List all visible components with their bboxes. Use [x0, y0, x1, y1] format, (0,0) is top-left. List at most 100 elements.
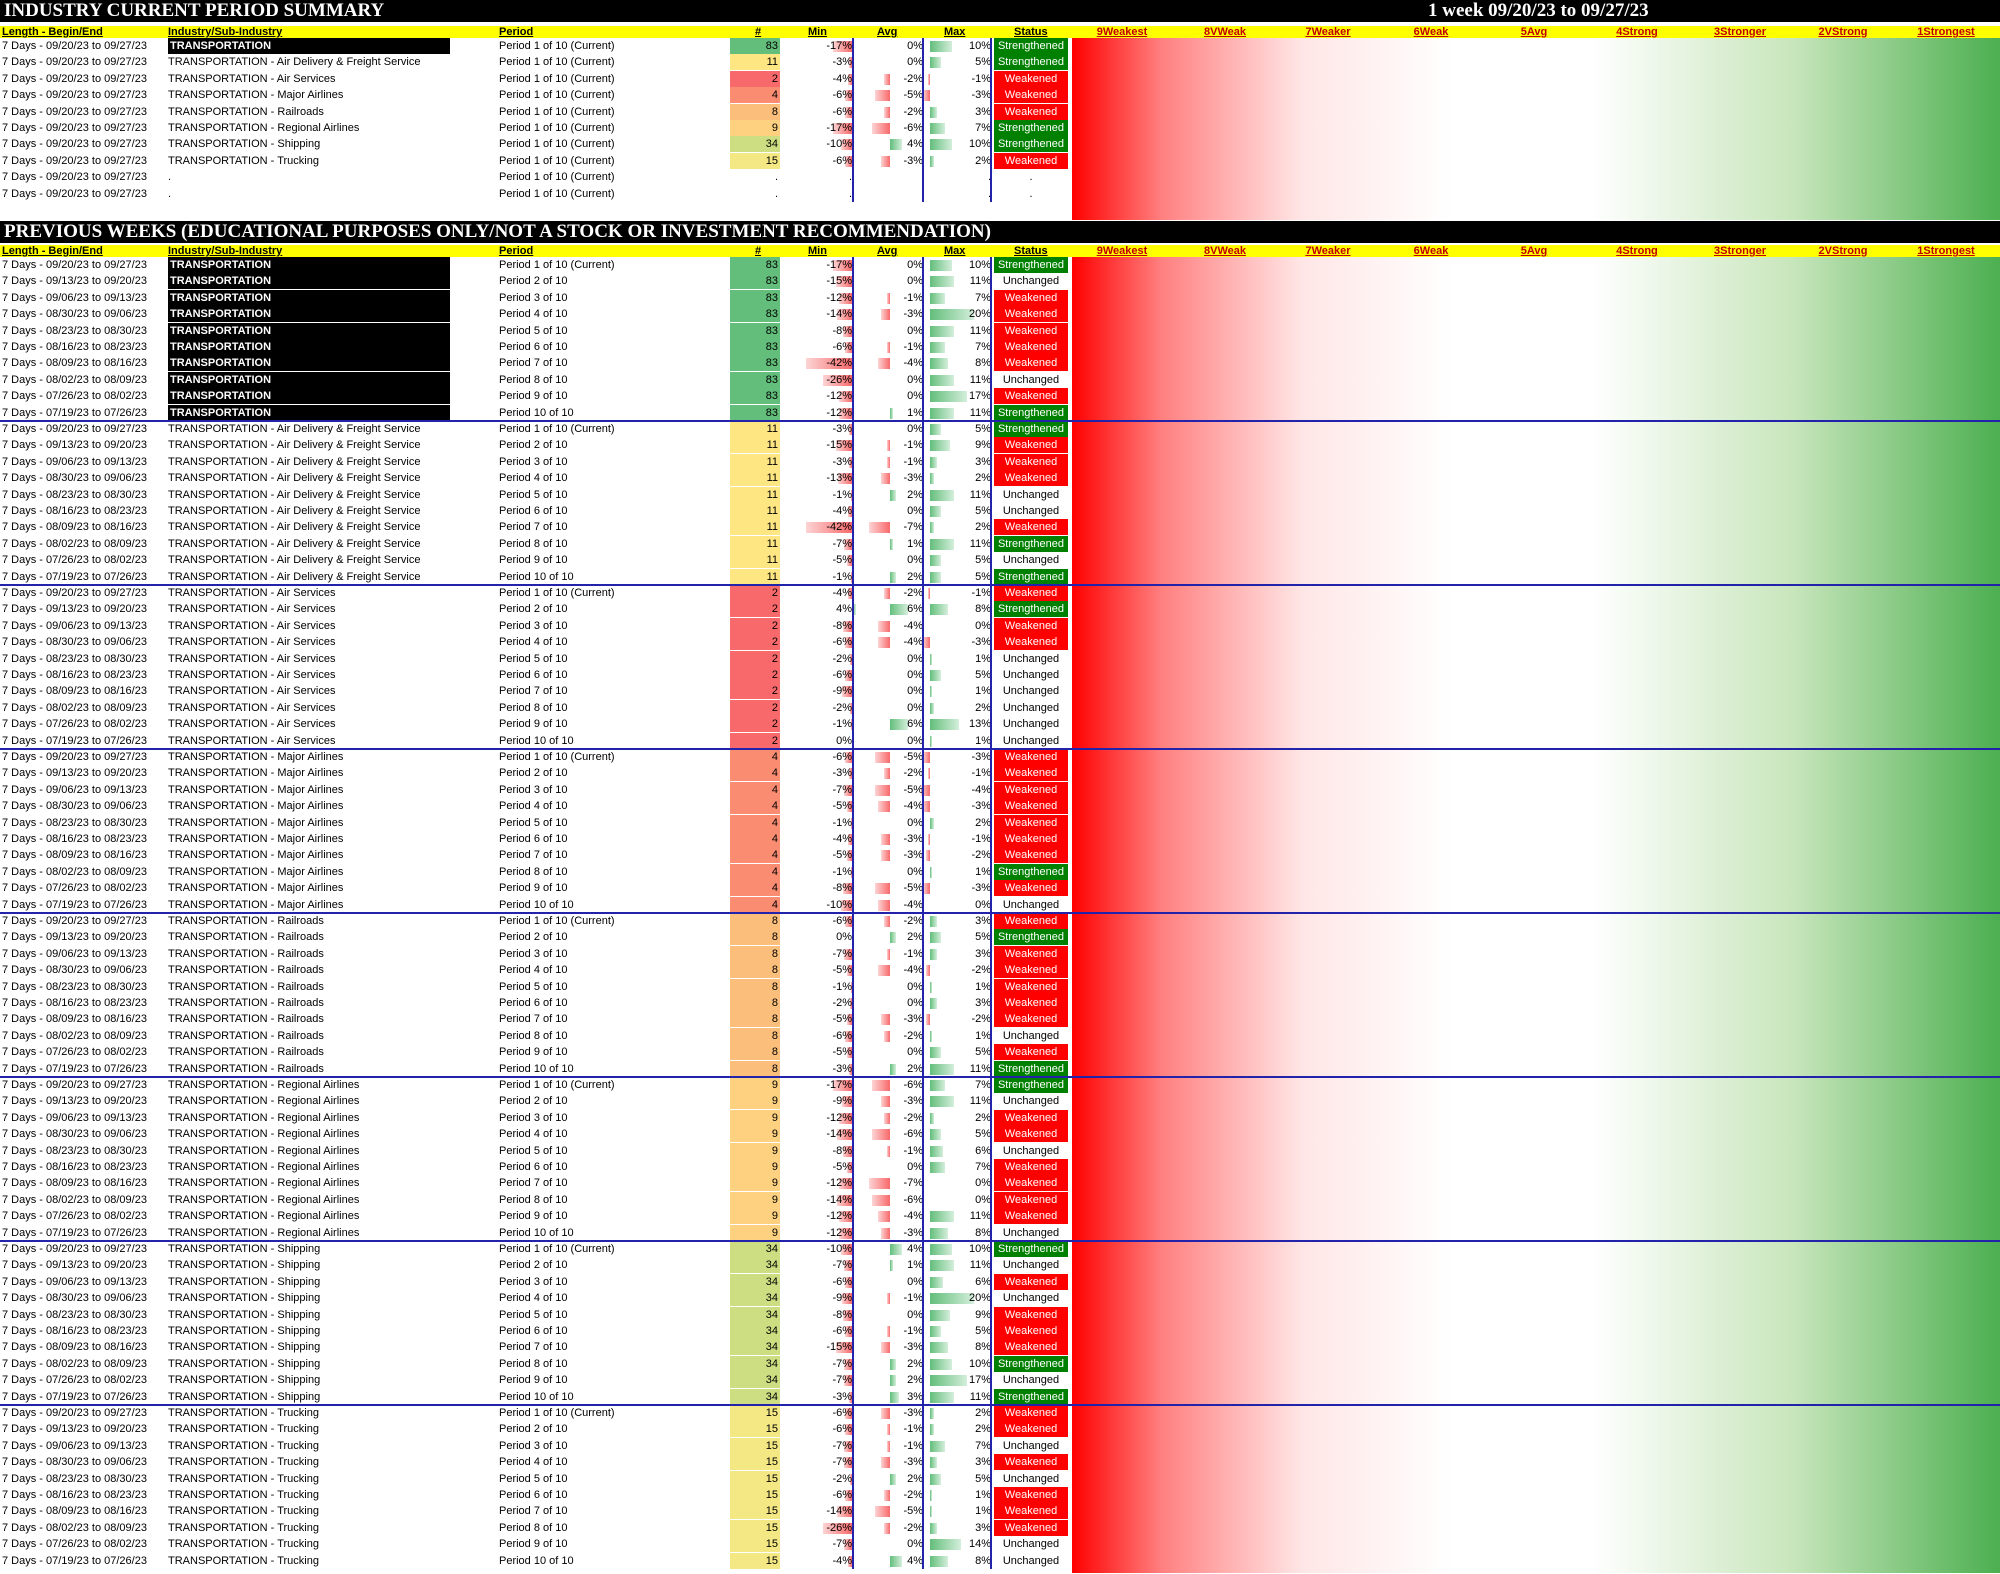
max-bar — [930, 1227, 948, 1239]
cell-count: 83 — [730, 257, 780, 273]
avg-bar — [887, 440, 890, 452]
cell-min: -1% — [832, 816, 852, 829]
max-bar — [930, 57, 941, 69]
min-bar — [849, 998, 852, 1009]
status-badge: Unchanged — [994, 486, 1068, 503]
cell-count: 15 — [730, 152, 780, 169]
cell-min: -7% — [832, 1357, 852, 1370]
avg-bar — [881, 309, 890, 321]
header-level-5: 5Avg — [1520, 245, 1548, 257]
cell-count: 83 — [730, 355, 780, 372]
cell-avg: 0% — [907, 734, 923, 747]
cell-industry: TRANSPORTATION — [168, 339, 450, 355]
cell-length: 7 Days - 07/26/23 to 08/02/23 — [2, 390, 147, 403]
cell-min: -6% — [832, 105, 852, 118]
cell-min: -4% — [832, 505, 852, 517]
status-badge: Strengthened — [994, 38, 1068, 54]
max-bar — [930, 1244, 952, 1255]
max-bar — [930, 342, 946, 353]
cell-max: 20% — [968, 1292, 991, 1305]
max-bar — [930, 358, 948, 370]
avg-bar — [875, 90, 890, 102]
avg-bar — [887, 1440, 890, 1452]
column-divider — [990, 38, 992, 202]
min-bar — [849, 653, 852, 665]
cell-max: 9% — [975, 1308, 991, 1321]
cell-max: 5% — [975, 423, 991, 435]
cell-min: -26% — [826, 373, 852, 386]
cell-length: 7 Days - 07/26/23 to 08/02/23 — [2, 718, 147, 731]
cell-length: 7 Days - 07/26/23 to 08/02/23 — [2, 1210, 147, 1223]
cell-max: 7% — [975, 1079, 991, 1091]
cell-count: 83 — [730, 306, 780, 323]
cell-avg: 2% — [907, 931, 923, 944]
status-badge: Unchanged — [994, 552, 1068, 569]
cell-length: 7 Days - 08/16/23 to 08/23/23 — [2, 341, 147, 353]
min-bar — [845, 637, 852, 649]
cell-min: -42% — [826, 521, 852, 534]
cell-count: 9 — [730, 1142, 780, 1159]
cell-min: 0% — [836, 734, 852, 747]
cell-min: -17% — [826, 40, 852, 52]
cell-length: 7 Days - 08/23/23 to 08/30/23 — [2, 980, 147, 993]
cell-period: Period 4 of 10 — [499, 964, 568, 977]
max-bar — [927, 73, 930, 85]
min-bar — [842, 1293, 852, 1305]
cell-length: 7 Days - 08/16/23 to 08/23/23 — [2, 1161, 147, 1173]
max-bar — [930, 686, 933, 698]
cell-max: 11% — [969, 1062, 991, 1075]
avg-bar — [872, 1129, 890, 1141]
cell-max: 3% — [975, 915, 991, 927]
cell-min: -9% — [832, 1095, 852, 1108]
max-bar — [925, 1014, 930, 1026]
cell-industry: TRANSPORTATION - Air Services — [168, 587, 336, 599]
avg-bar — [887, 1145, 890, 1157]
min-bar — [845, 106, 852, 118]
min-bar — [845, 752, 852, 763]
cell-length: 7 Days - 09/13/23 to 09/20/23 — [2, 1095, 147, 1108]
cell-avg: 2% — [907, 570, 923, 583]
min-bar — [838, 1178, 852, 1190]
cell-max: 6% — [975, 1275, 991, 1288]
max-bar — [930, 276, 955, 288]
header-count: # — [755, 245, 762, 257]
cell-length: 7 Days - 09/20/23 to 09/27/23 — [2, 72, 147, 85]
cell-industry: TRANSPORTATION - Shipping — [168, 1275, 321, 1288]
min-bar — [841, 139, 852, 151]
cell-count: . — [774, 187, 778, 200]
cell-length: 7 Days - 09/20/23 to 09/27/23 — [2, 1243, 147, 1255]
status-badge: Weakened — [994, 781, 1068, 798]
avg-bar — [869, 1178, 890, 1190]
cell-count: 4 — [730, 831, 780, 847]
cell-period: Period 9 of 10 — [499, 1210, 568, 1223]
avg-bar — [890, 604, 908, 616]
status-badge: Unchanged — [994, 1536, 1068, 1553]
avg-bar — [884, 73, 890, 85]
min-bar — [850, 489, 852, 501]
cell-max: 5% — [975, 669, 991, 681]
status-badge: Weakened — [994, 470, 1068, 487]
cell-max: 10% — [968, 1243, 991, 1255]
cell-length: 7 Days - 09/20/23 to 09/27/23 — [2, 105, 147, 118]
group-divider — [0, 584, 2000, 586]
cell-length: 7 Days - 08/02/23 to 08/09/23 — [2, 537, 147, 550]
cell-period: Period 1 of 10 (Current) — [499, 187, 615, 200]
table-row: .........7 Days - 08/16/23 to 08/23/23TR… — [0, 1159, 2000, 1175]
min-bar — [848, 424, 852, 435]
cell-industry: TRANSPORTATION - Major Airlines — [168, 898, 344, 911]
cell-max: 1% — [975, 685, 991, 698]
cell-avg: -4% — [903, 619, 923, 632]
cell-count: 15 — [730, 1470, 780, 1487]
cell-length: 7 Days - 07/19/23 to 07/26/23 — [2, 1390, 147, 1403]
max-bar — [930, 1047, 941, 1059]
cell-avg: -1% — [903, 341, 923, 353]
cell-min: -7% — [832, 1456, 852, 1469]
min-bar — [846, 1014, 852, 1026]
cell-avg: -2% — [903, 915, 923, 927]
min-bar — [845, 1276, 852, 1288]
min-bar — [844, 538, 852, 550]
avg-bar — [881, 1342, 890, 1354]
min-bar — [841, 899, 852, 911]
cell-max: 8% — [975, 603, 991, 616]
max-bar — [930, 374, 955, 386]
